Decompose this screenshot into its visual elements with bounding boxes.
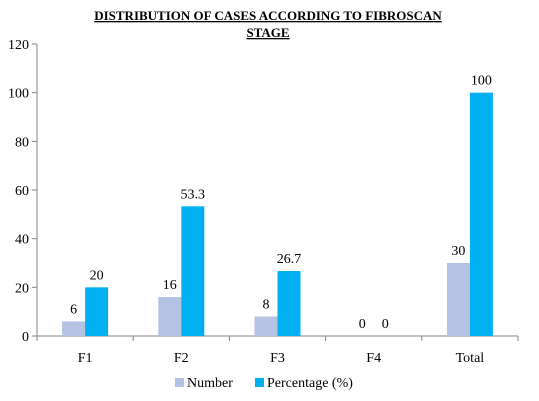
- data-label: 0: [382, 317, 389, 332]
- x-category-label: F4: [366, 351, 381, 366]
- data-label: 6: [70, 302, 77, 317]
- bar: [446, 263, 470, 336]
- data-label: 30: [451, 244, 465, 259]
- bar: [85, 287, 109, 336]
- chart-title-line-1: DISTRIBUTION OF CASES ACCORDING TO FIBRO…: [94, 8, 442, 23]
- bar: [277, 271, 301, 336]
- data-label: 100: [471, 74, 492, 89]
- data-label: 8: [263, 298, 270, 313]
- data-label: 53.3: [181, 187, 206, 202]
- y-tick-label: 0: [22, 330, 29, 345]
- x-category-label: F3: [270, 351, 285, 366]
- legend-swatch: [175, 378, 184, 387]
- chart-legend: Number Percentage (%): [175, 376, 353, 391]
- chart-title-line-2: STAGE: [246, 25, 289, 40]
- y-tick-label: 20: [15, 281, 29, 296]
- legend-label: Number: [187, 376, 233, 391]
- legend-label: Percentage (%): [267, 376, 353, 391]
- x-category-label: Total: [456, 351, 485, 366]
- bar: [181, 206, 205, 336]
- data-label: 20: [90, 268, 104, 283]
- data-label: 26.7: [277, 252, 302, 267]
- x-category-label: F2: [174, 351, 189, 366]
- bar: [158, 297, 182, 336]
- y-tick-label: 100: [8, 87, 29, 102]
- data-label: 0: [359, 317, 366, 332]
- x-category-label: F1: [78, 351, 93, 366]
- y-tick-label: 60: [15, 184, 29, 199]
- chart-bars: 6 16 8 0 30 20 53.3 26.7 0 100: [62, 74, 493, 337]
- legend-swatch: [255, 378, 264, 387]
- bar: [62, 321, 86, 336]
- y-tick-label: 120: [8, 38, 29, 53]
- y-tick-label: 80: [15, 135, 29, 150]
- bar: [254, 316, 278, 336]
- y-tick-label: 40: [15, 233, 29, 248]
- bar: [469, 92, 493, 337]
- data-label: 16: [163, 278, 177, 293]
